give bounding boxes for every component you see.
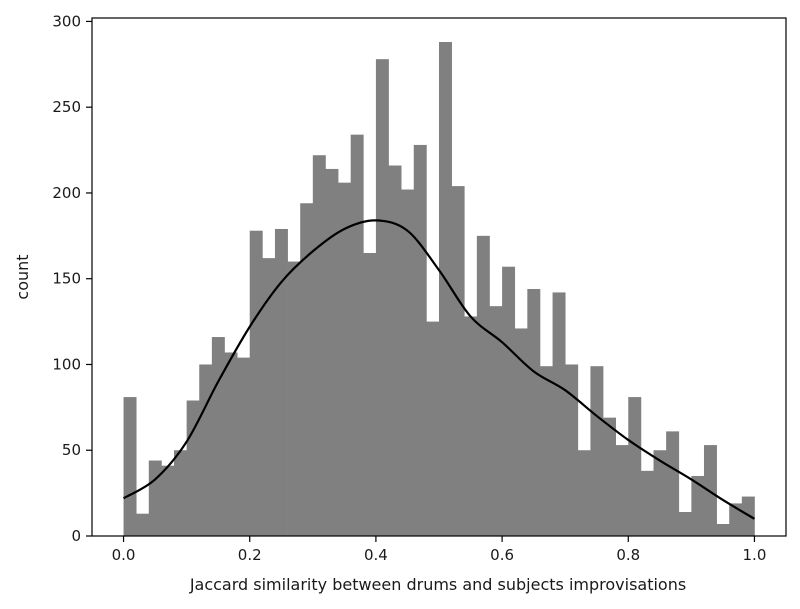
histogram-bar [249, 230, 263, 536]
histogram-bar [174, 450, 187, 536]
histogram-bar [565, 364, 579, 536]
histogram-bar [603, 417, 617, 536]
histogram-bar [716, 523, 730, 536]
y-tick-label: 150 [52, 270, 81, 288]
histogram-bar [312, 155, 326, 536]
histogram-bar [666, 431, 680, 536]
histogram-bar [426, 321, 440, 536]
y-tick-label: 100 [52, 355, 81, 373]
histogram-bar [628, 397, 642, 536]
histogram-bar [640, 470, 654, 536]
histogram-bar [262, 258, 276, 536]
kde-curve [122, 219, 756, 520]
plot-frame [91, 17, 787, 537]
histogram-bar [375, 59, 389, 537]
bars-group [123, 42, 755, 537]
histogram-bar [439, 42, 452, 536]
histogram-bar [401, 189, 415, 536]
histogram-bar [539, 366, 553, 536]
histogram-bar [224, 352, 238, 536]
histogram-bar [274, 228, 288, 536]
histogram-bar [148, 460, 162, 536]
y-axis-label: count [13, 254, 32, 299]
histogram-bar [363, 252, 377, 537]
histogram-bar [325, 168, 339, 536]
y-tick-label: 50 [62, 441, 81, 459]
x-tick-label: 1.0 [743, 546, 767, 564]
histogram-bar [703, 445, 717, 536]
histogram-bar [350, 134, 364, 536]
histogram-bar [237, 357, 251, 536]
histogram-bar [552, 292, 566, 536]
x-tick-label: 0.2 [238, 546, 262, 564]
histogram-bar [678, 511, 692, 536]
x-tick-label: 0.4 [364, 546, 388, 564]
histogram-bar [338, 182, 352, 536]
histogram-bar [514, 328, 528, 536]
y-tick-label: 250 [52, 98, 81, 116]
histogram-bar [464, 316, 478, 536]
y-tick-label: 0 [71, 527, 81, 545]
histogram-bar [199, 364, 213, 536]
y-tick-label: 300 [52, 12, 81, 30]
histogram-bar [615, 445, 629, 536]
histogram-bar [527, 289, 541, 536]
histogram-bar [413, 144, 427, 536]
histogram-bar [388, 165, 402, 536]
histogram-bar [691, 475, 705, 536]
x-tick-label: 0.8 [616, 546, 640, 564]
histogram-bar [590, 366, 604, 536]
histogram-bar [211, 337, 225, 536]
histogram-bar [300, 203, 314, 536]
axes-group: 0.0 0.2 0.4 0.6 0.8 1.0 0 50 100 150 200 250 300 [52, 12, 787, 564]
x-tick-label: 0.6 [490, 546, 514, 564]
histogram-bar [577, 450, 591, 536]
x-axis-label: Jaccard similarity between drums and sub… [189, 575, 686, 594]
histogram-bar [161, 465, 175, 536]
histogram-bar [653, 450, 667, 536]
histogram-bar [729, 503, 743, 536]
y-tick-label: 200 [52, 184, 81, 202]
histogram-bar [451, 186, 465, 536]
histogram-bar [136, 513, 150, 536]
histogram-bar [502, 266, 516, 536]
histogram-bar [476, 235, 490, 536]
histogram-bar [123, 397, 137, 536]
histogram-bar [287, 261, 301, 536]
histogram-bar [489, 306, 503, 536]
x-tick-label: 0.0 [112, 546, 136, 564]
